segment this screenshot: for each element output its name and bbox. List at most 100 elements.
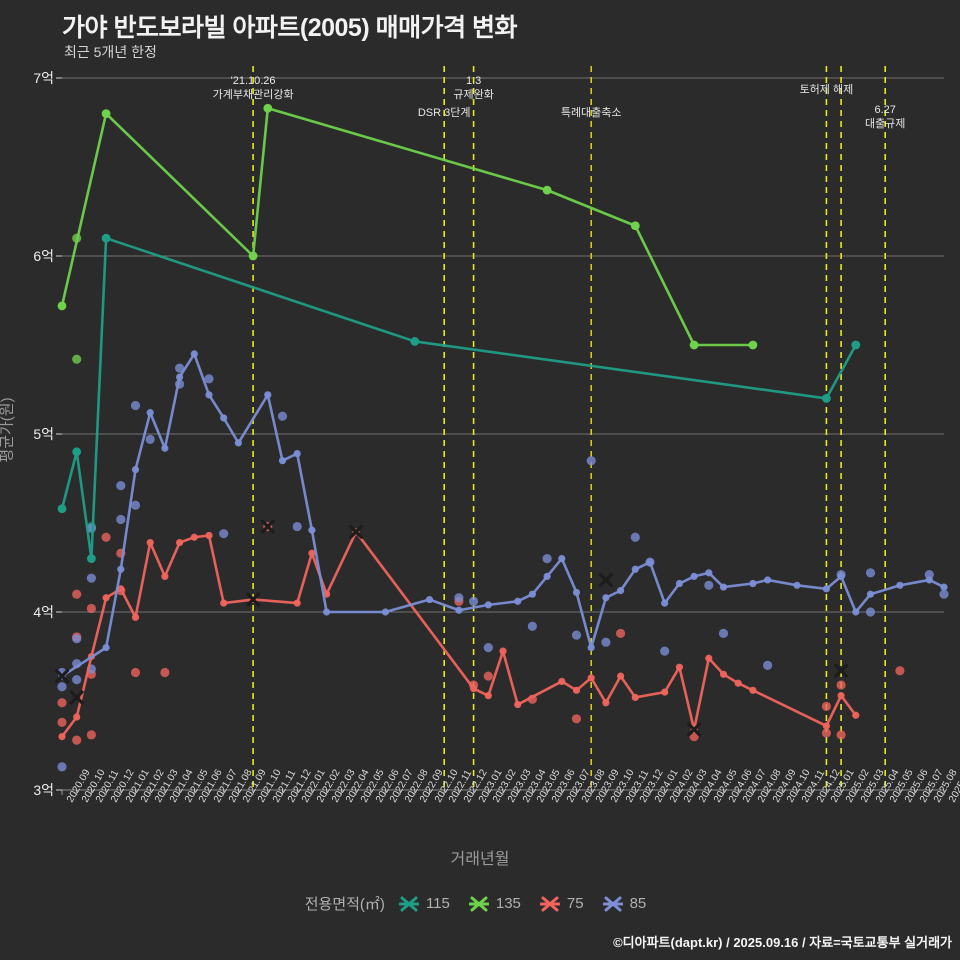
scatter-point xyxy=(571,630,582,640)
event-annotation: 6.27 대출규제 xyxy=(865,103,905,131)
legend-title: 전용면적(㎡) xyxy=(304,896,385,913)
series-marker-85 xyxy=(425,595,434,604)
legend: 전용면적(㎡) 115 135 75 85 xyxy=(0,893,960,914)
series-marker-75 xyxy=(719,670,728,678)
scatter-point xyxy=(836,680,846,690)
scatter-point xyxy=(219,529,229,539)
series-marker-135 xyxy=(101,109,111,118)
scatter-point xyxy=(865,607,876,617)
x-marker-stroke xyxy=(349,524,363,539)
series-marker-85 xyxy=(558,555,566,563)
series-marker-85 xyxy=(278,457,287,465)
page-title: 가야 반도보라빌 아파트(2005) 매매가격 변화 xyxy=(62,14,518,42)
series-line-115 xyxy=(60,236,858,560)
series-marker-115 xyxy=(101,233,111,243)
event-annotation-line: DSR 3단계 xyxy=(417,107,471,119)
series-marker-85 xyxy=(837,572,845,581)
scatter-point xyxy=(57,762,67,772)
series-marker-85 xyxy=(308,526,316,534)
series-marker-75 xyxy=(176,538,184,547)
scatter-point xyxy=(924,570,934,580)
series-marker-115 xyxy=(822,394,831,403)
series-marker-75 xyxy=(631,693,639,702)
series-marker-85 xyxy=(602,594,610,602)
series-marker-85 xyxy=(572,588,581,597)
scatter-point xyxy=(101,532,111,542)
scatter-point xyxy=(130,500,141,510)
scatter-point xyxy=(277,411,288,421)
series-marker-115 xyxy=(57,504,67,514)
legend-item-115[interactable]: 115 xyxy=(398,895,450,913)
scatter-point xyxy=(718,628,729,638)
scatter-point xyxy=(72,675,82,685)
series-marker-115 xyxy=(410,337,420,346)
series-marker-75 xyxy=(131,613,140,621)
x-marker xyxy=(69,690,84,705)
x-marker-icon xyxy=(602,896,623,911)
page-subtitle: 최근 5개년 한정 xyxy=(64,44,157,60)
scatter-point xyxy=(130,400,141,411)
series-marker-85 xyxy=(822,585,831,593)
scatter-point xyxy=(57,717,67,727)
series-marker-115 xyxy=(87,554,96,563)
series-marker-75 xyxy=(102,594,110,602)
scatter-point xyxy=(542,554,552,564)
legend-item-75[interactable]: 75 xyxy=(539,895,584,913)
x-marker-stroke xyxy=(598,572,613,587)
series-marker-135 xyxy=(748,340,758,350)
series-marker-85 xyxy=(896,581,904,589)
scatter-point xyxy=(160,667,170,678)
series-marker-85 xyxy=(866,590,875,598)
series-marker-85 xyxy=(587,644,595,652)
x-marker xyxy=(349,524,363,539)
scatter-point xyxy=(689,732,699,742)
series-marker-135 xyxy=(57,301,67,311)
series-marker-75 xyxy=(587,674,595,682)
x-marker-icon xyxy=(468,896,489,911)
event-annotation: 1.3 규제완화 xyxy=(453,74,493,102)
scatter-point xyxy=(527,621,538,631)
series-marker-85 xyxy=(323,608,331,616)
event-annotation-line: 규제완화 xyxy=(453,89,494,101)
scatter-point xyxy=(483,643,493,653)
footer-credit: ©디아파트(dapt.kr) / 2025.09.16 / 자료=국토교통부 실… xyxy=(613,935,952,950)
scatter-point xyxy=(116,514,126,525)
series-marker-135 xyxy=(630,221,640,231)
scatter-point xyxy=(865,568,876,578)
event-annotation-line: 6.27 xyxy=(874,104,896,116)
legend-label: 85 xyxy=(629,895,647,912)
series-marker-75 xyxy=(308,549,316,557)
series-marker-85 xyxy=(852,608,860,616)
scatter-point xyxy=(821,701,832,711)
series-marker-85 xyxy=(161,444,169,452)
scatter-point xyxy=(57,698,67,708)
series-marker-75 xyxy=(558,677,566,686)
series-marker-85 xyxy=(205,391,213,399)
x-marker-stroke xyxy=(69,690,84,705)
legend-item-135[interactable]: 135 xyxy=(468,895,521,913)
scatter-point xyxy=(895,666,905,676)
scatter-point xyxy=(292,521,302,532)
series-line-135 xyxy=(60,106,755,347)
series-marker-75 xyxy=(617,672,625,680)
series-marker-75 xyxy=(484,692,492,700)
legend-item-85[interactable]: 85 xyxy=(602,895,647,913)
scatter-point xyxy=(586,456,596,466)
x-marker-stroke xyxy=(54,669,70,684)
series-marker-75 xyxy=(58,733,66,741)
event-annotation: DSR 3단계 xyxy=(418,106,471,120)
y-axis-tick-label: 5억 xyxy=(33,426,54,442)
series-marker-75 xyxy=(514,700,522,709)
series-marker-115 xyxy=(72,447,82,457)
y-axis-tick-label: 3억 xyxy=(33,782,54,798)
series-marker-75 xyxy=(705,654,713,662)
series-marker-75 xyxy=(602,699,610,707)
series-marker-75 xyxy=(734,679,742,687)
series-marker-85 xyxy=(646,558,654,566)
scatter-point xyxy=(130,667,141,678)
series-marker-75 xyxy=(749,686,757,694)
x-marker-stroke xyxy=(260,519,275,534)
series-marker-75 xyxy=(852,711,860,719)
scatter-point xyxy=(86,730,96,740)
